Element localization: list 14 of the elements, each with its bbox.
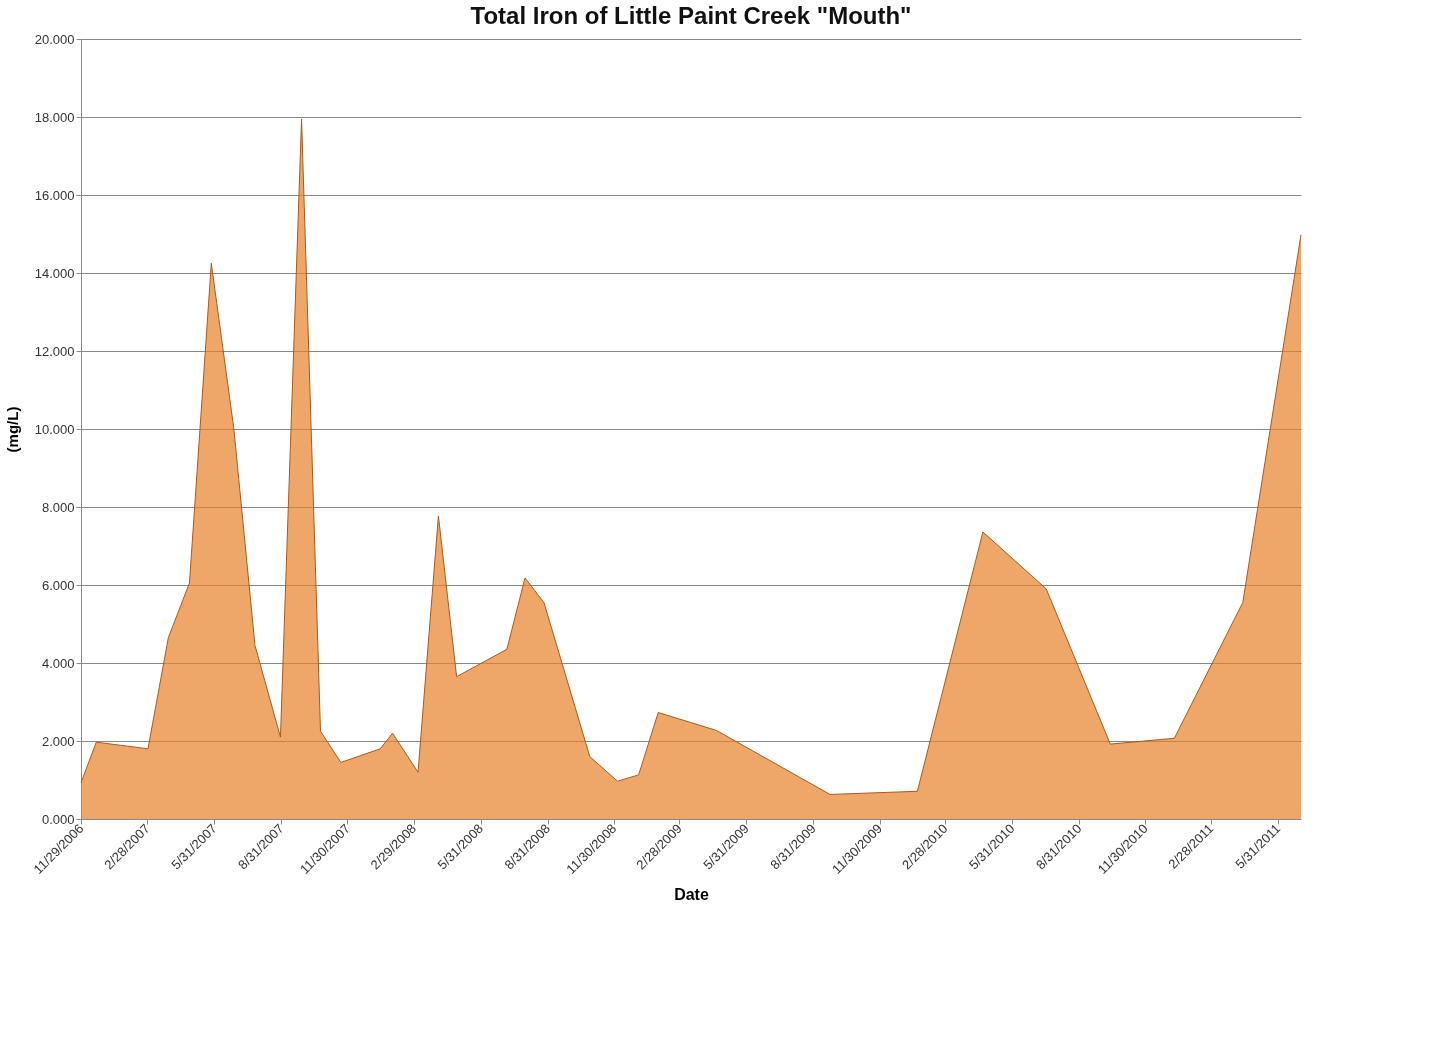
y-axis-title: (mg/L) [3,406,21,453]
x-axis-title: Date [674,885,709,903]
y-tick-label: 6.000 [41,577,75,593]
y-tick-label: 10.000 [34,421,75,437]
chart-title: Total Iron of Little Paint Creek "Mouth" [470,2,912,29]
y-tick-label: 8.000 [41,499,75,515]
y-tick-label: 18.000 [34,109,75,125]
y-tick-label: 2.000 [41,733,75,749]
y-tick-label: 16.000 [34,187,75,203]
y-tick-label: 0.000 [41,811,75,827]
y-tick-label: 14.000 [34,265,75,281]
y-tick-label: 20.000 [34,31,75,47]
y-tick-label: 4.000 [41,655,75,671]
y-tick-label: 12.000 [34,343,75,359]
